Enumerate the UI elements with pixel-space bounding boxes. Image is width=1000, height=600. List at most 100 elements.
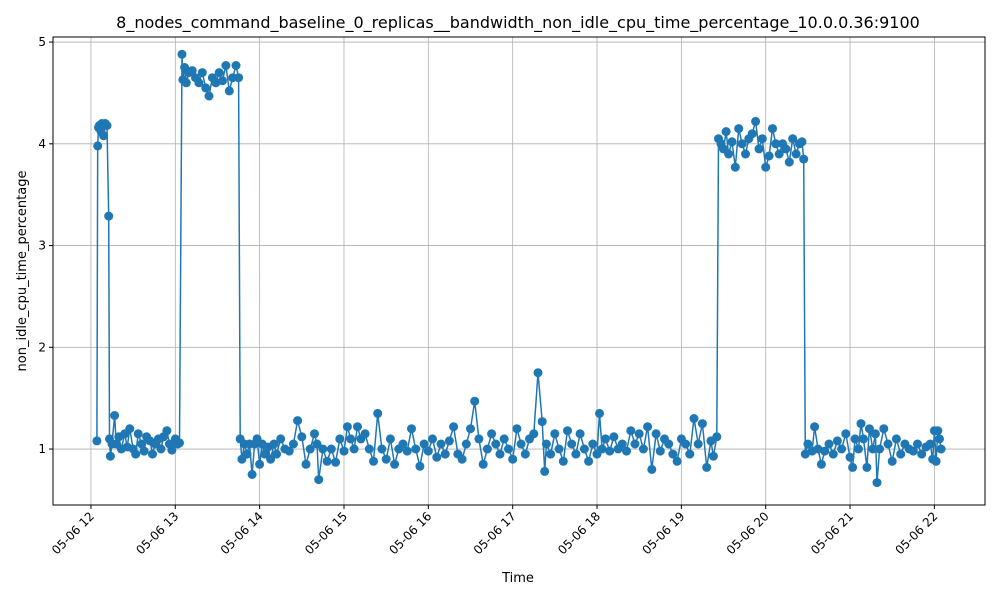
x-tick-label: 05-06 13 <box>133 509 181 557</box>
data-point <box>799 154 809 164</box>
data-point <box>567 439 577 449</box>
data-point <box>349 444 359 454</box>
data-point <box>255 459 265 469</box>
data-point <box>93 141 103 151</box>
data-point <box>533 368 543 378</box>
data-point <box>516 439 526 449</box>
data-point <box>461 439 471 449</box>
data-point <box>816 459 826 469</box>
x-tick-label: 05-06 16 <box>386 509 434 557</box>
data-point <box>550 429 560 439</box>
data-point <box>864 424 874 434</box>
data-point <box>390 459 400 469</box>
data-point <box>655 446 665 456</box>
data-point <box>177 49 187 59</box>
chart-title: 8_nodes_command_baseline_0_replicas__ban… <box>116 13 920 33</box>
data-point <box>764 151 774 161</box>
data-point <box>771 139 781 149</box>
data-point <box>933 426 943 436</box>
data-point <box>936 444 946 454</box>
data-point <box>423 446 433 456</box>
data-point <box>260 449 270 459</box>
data-point <box>862 462 872 472</box>
data-point <box>741 149 750 159</box>
data-point <box>491 439 501 449</box>
data-point <box>284 446 294 456</box>
data-point <box>803 439 813 449</box>
data-point <box>837 444 847 454</box>
data-point <box>848 462 858 472</box>
data-point <box>504 444 513 454</box>
data-point <box>751 116 761 126</box>
data-point <box>137 439 147 449</box>
data-point <box>757 134 767 144</box>
data-point <box>133 429 143 439</box>
data-point <box>339 446 349 456</box>
data-point <box>712 432 722 442</box>
data-point <box>470 396 480 406</box>
data-point <box>297 432 307 442</box>
grid <box>53 37 985 505</box>
data-point <box>540 466 550 476</box>
data-point <box>104 211 114 221</box>
data-point <box>432 452 442 462</box>
data-point <box>181 78 191 88</box>
data-point <box>419 439 429 449</box>
data-point <box>301 459 311 469</box>
data-point <box>331 457 341 467</box>
data-point <box>436 439 446 449</box>
data-point <box>266 454 276 464</box>
data-point <box>638 444 648 454</box>
data-point <box>131 449 141 459</box>
data-point <box>626 426 636 436</box>
data-point <box>231 61 241 70</box>
data-point <box>563 426 572 436</box>
x-tick-label: 05-06 12 <box>49 509 97 557</box>
data-point <box>482 444 492 454</box>
data-point <box>601 434 610 444</box>
data-point <box>754 144 764 154</box>
data-point <box>293 416 303 426</box>
x-tick-label: 05-06 15 <box>302 509 350 557</box>
data-point <box>896 449 906 459</box>
data-point <box>175 438 184 448</box>
data-point <box>841 429 851 439</box>
data-point <box>335 434 345 444</box>
data-point <box>737 139 747 149</box>
x-axis-label: Time <box>501 571 534 586</box>
data-point <box>913 439 922 449</box>
data-point <box>854 444 863 454</box>
data-point <box>110 411 120 420</box>
data-point <box>369 456 378 466</box>
y-axis: 1 2 3 4 5 <box>38 35 53 456</box>
data-point <box>828 449 838 459</box>
data-point <box>407 424 416 434</box>
data-point <box>247 470 257 479</box>
data-point <box>218 76 227 86</box>
data-point <box>364 444 374 454</box>
data-point <box>187 66 197 76</box>
data-point <box>651 429 661 439</box>
data-point <box>499 434 509 444</box>
x-tick-label: 05-06 21 <box>808 509 856 557</box>
data-point <box>788 134 798 144</box>
data-point <box>643 422 653 432</box>
x-tick-label: 05-06 14 <box>218 509 266 557</box>
data-point <box>579 444 589 454</box>
data-point <box>554 444 564 454</box>
data-point <box>167 445 177 455</box>
data-point <box>204 91 214 101</box>
y-tick-label: 4 <box>38 137 46 151</box>
data-point <box>288 439 298 449</box>
data-point <box>668 449 678 459</box>
data-point <box>440 449 450 459</box>
x-tick-label: 05-06 20 <box>724 509 772 557</box>
data-point <box>689 414 699 423</box>
x-axis: 05-06 12 05-06 13 05-06 14 05-06 15 05-06 16… <box>49 505 941 557</box>
data-point <box>575 429 585 439</box>
data-point <box>617 439 627 449</box>
data-point <box>908 446 918 456</box>
data-point <box>346 434 356 444</box>
data-point <box>310 429 319 439</box>
data-point <box>883 439 893 449</box>
